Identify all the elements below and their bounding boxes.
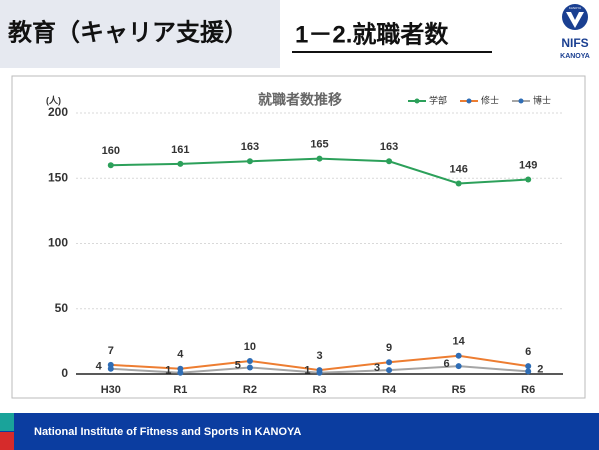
legend-marker xyxy=(518,98,524,104)
data-label: 4 xyxy=(177,349,184,361)
data-label: 6 xyxy=(525,346,531,358)
legend-label: 修士 xyxy=(481,94,499,105)
section-box xyxy=(0,0,280,68)
data-label: 1 xyxy=(304,365,310,377)
x-tick-label: R2 xyxy=(243,384,257,396)
y-tick-label: 100 xyxy=(48,236,68,250)
section-title: 教育（キャリア支援） xyxy=(8,18,248,46)
y-unit: (人) xyxy=(46,94,61,105)
x-tick-label: R5 xyxy=(452,384,466,396)
point xyxy=(386,367,393,374)
point xyxy=(455,180,462,187)
logo-mark xyxy=(566,12,584,28)
chart-title: 就職者数推移 xyxy=(258,92,342,108)
chart-frame xyxy=(11,75,586,399)
footer-band xyxy=(0,413,599,450)
data-label: 9 xyxy=(386,342,392,354)
data-label: 5 xyxy=(235,359,241,371)
x-tick-label: R6 xyxy=(521,384,535,396)
point xyxy=(246,364,253,371)
point xyxy=(177,369,184,376)
point xyxy=(316,155,323,162)
data-label: 2 xyxy=(537,363,543,375)
point xyxy=(525,368,532,375)
point xyxy=(316,369,323,376)
x-tick-label: R3 xyxy=(312,384,326,396)
point xyxy=(455,363,462,370)
legend-label: 学部 xyxy=(429,94,447,105)
point xyxy=(525,176,532,183)
point xyxy=(107,162,114,169)
logo-sub: KANOYA xyxy=(560,53,590,60)
data-label: 149 xyxy=(519,159,537,171)
logo-ring: KANOYA xyxy=(569,6,581,10)
data-label: 14 xyxy=(453,336,466,348)
point xyxy=(246,158,253,165)
data-label: 163 xyxy=(380,141,398,153)
slide-title: 1－2.就職者数 xyxy=(295,20,449,48)
data-label: 3 xyxy=(374,362,380,374)
data-label: 161 xyxy=(171,144,189,156)
data-label: 146 xyxy=(449,163,467,175)
point xyxy=(177,160,184,167)
y-tick-label: 200 xyxy=(48,105,68,119)
data-label: 7 xyxy=(108,345,114,357)
footer-accent xyxy=(0,432,14,450)
logo-circle xyxy=(562,4,588,30)
point xyxy=(455,352,462,359)
x-tick-label: R4 xyxy=(382,384,397,396)
legend-label: 博士 xyxy=(533,94,551,105)
logo-text: NIFS xyxy=(561,36,588,50)
data-label: 165 xyxy=(310,139,328,151)
data-label: 160 xyxy=(102,145,120,157)
point xyxy=(246,357,253,364)
x-tick-label: R1 xyxy=(173,384,187,396)
footer-accent xyxy=(0,413,14,431)
y-tick-label: 50 xyxy=(55,301,69,315)
x-tick-label: H30 xyxy=(101,384,121,396)
data-label: 4 xyxy=(96,361,103,373)
point xyxy=(107,365,114,372)
y-tick-label: 150 xyxy=(48,170,68,184)
data-label: 163 xyxy=(241,141,259,153)
point xyxy=(386,158,393,165)
point xyxy=(386,359,393,366)
data-label: 3 xyxy=(316,350,322,362)
footer-text: National Institute of Fitness and Sports… xyxy=(34,426,301,438)
legend-marker xyxy=(466,98,472,104)
y-tick-label: 0 xyxy=(61,366,68,380)
legend-marker xyxy=(414,98,420,104)
data-label: 10 xyxy=(244,341,256,353)
data-label: 1 xyxy=(165,365,171,377)
point xyxy=(525,363,532,370)
data-label: 6 xyxy=(444,358,450,370)
